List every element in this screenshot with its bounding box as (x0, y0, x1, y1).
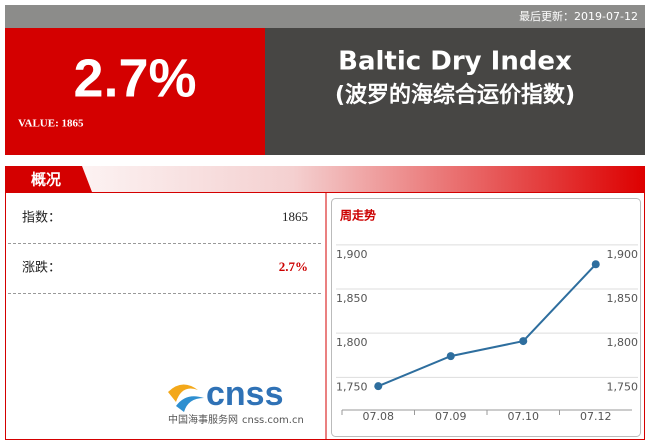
logo-mark (176, 396, 204, 412)
value-label: VALUE: 1865 (18, 118, 84, 130)
logo-brand: cnss (206, 375, 284, 413)
logo-domain: cnss.com.cn (242, 415, 304, 426)
change-value: 2.7% (73, 48, 196, 108)
line (377, 263, 597, 388)
section-bar (5, 166, 645, 192)
logo-site: 中国海事服务网 (168, 413, 238, 426)
y-tick-label: 1,750 (336, 380, 368, 393)
point (591, 260, 600, 269)
x-tick-label: 07.12 (580, 410, 612, 423)
point (374, 382, 383, 391)
x-tick-label: 07.10 (508, 410, 540, 423)
chart-panel (331, 198, 641, 437)
logo-mark (168, 384, 198, 402)
point (519, 337, 528, 346)
top-bar (5, 5, 645, 28)
section-frame (5, 192, 645, 440)
row-value: 2.7% (279, 259, 308, 274)
row-label: 指数： (22, 211, 61, 226)
index-subtitle: (波罗的海综合运价指数) (335, 82, 575, 108)
index-title: Baltic Dry Index (338, 47, 572, 77)
section-tab (5, 166, 92, 192)
row-label: 涨跌： (22, 260, 61, 276)
x-tick-label: 07.09 (435, 410, 467, 423)
row-value: 1865 (282, 209, 308, 224)
y-tick-label: 1,800 (336, 336, 368, 349)
update-date: 最后更新：2019-07-12 (519, 9, 638, 23)
title-box (265, 28, 645, 155)
section-title: 概况 (31, 171, 61, 189)
y2-tick-label: 1,800 (607, 336, 639, 349)
x-tick-label: 07.08 (363, 410, 395, 423)
y-tick-label: 1,900 (336, 248, 368, 261)
y2-tick-label: 1,900 (607, 248, 639, 261)
chart-title: 周走势 (340, 208, 376, 223)
y-tick-label: 1,850 (336, 292, 368, 305)
change-box (5, 28, 265, 155)
point (446, 352, 455, 361)
y2-tick-label: 1,750 (607, 380, 639, 393)
y2-tick-label: 1,850 (607, 292, 639, 305)
